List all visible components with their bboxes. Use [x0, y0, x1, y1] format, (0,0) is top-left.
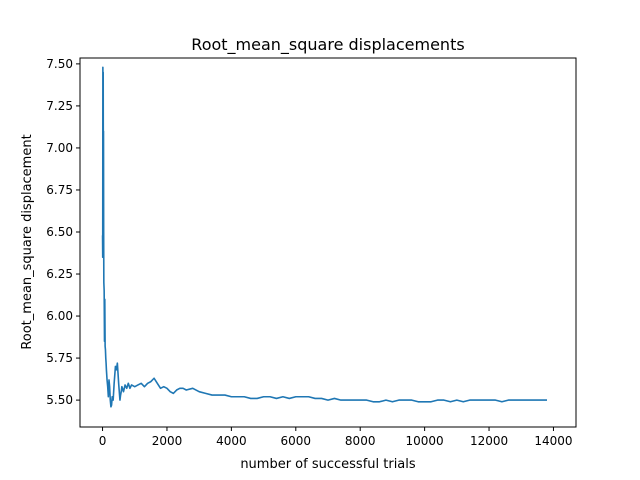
y-tick-label: 6.00 [46, 309, 73, 323]
axes-frame [79, 57, 577, 428]
x-tick-label: 12000 [470, 434, 508, 448]
x-axis: 0 2000 4000 6000 8000 10000 12000 14000 [99, 427, 573, 448]
y-tick-label: 6.25 [46, 267, 73, 281]
x-tick-label: 6000 [281, 434, 312, 448]
x-axis-label: number of successful trials [240, 457, 416, 472]
x-tick-label: 0 [99, 434, 107, 448]
y-axis: 5.50 5.75 6.00 6.25 6.50 6.75 7.00 7.25 7.50 [46, 57, 80, 407]
y-tick-label: 7.50 [46, 57, 73, 71]
y-tick-label: 7.00 [46, 141, 73, 155]
x-tick-label: 8000 [345, 434, 376, 448]
x-tick-label: 2000 [152, 434, 183, 448]
y-axis-label: Root_mean_square displacement [20, 134, 35, 349]
x-tick-label: 4000 [216, 434, 247, 448]
plot-area [101, 66, 548, 408]
y-tick-label: 6.75 [46, 183, 73, 197]
x-tick-label: 14000 [534, 434, 572, 448]
y-tick-label: 5.75 [46, 351, 73, 365]
y-tick-label: 6.50 [46, 225, 73, 239]
y-tick-label: 5.50 [46, 393, 73, 407]
y-tick-label: 7.25 [46, 99, 73, 113]
series-line-0 [101, 66, 548, 408]
chart-title: Root_mean_square displacements [191, 35, 464, 55]
x-tick-label: 10000 [406, 434, 444, 448]
